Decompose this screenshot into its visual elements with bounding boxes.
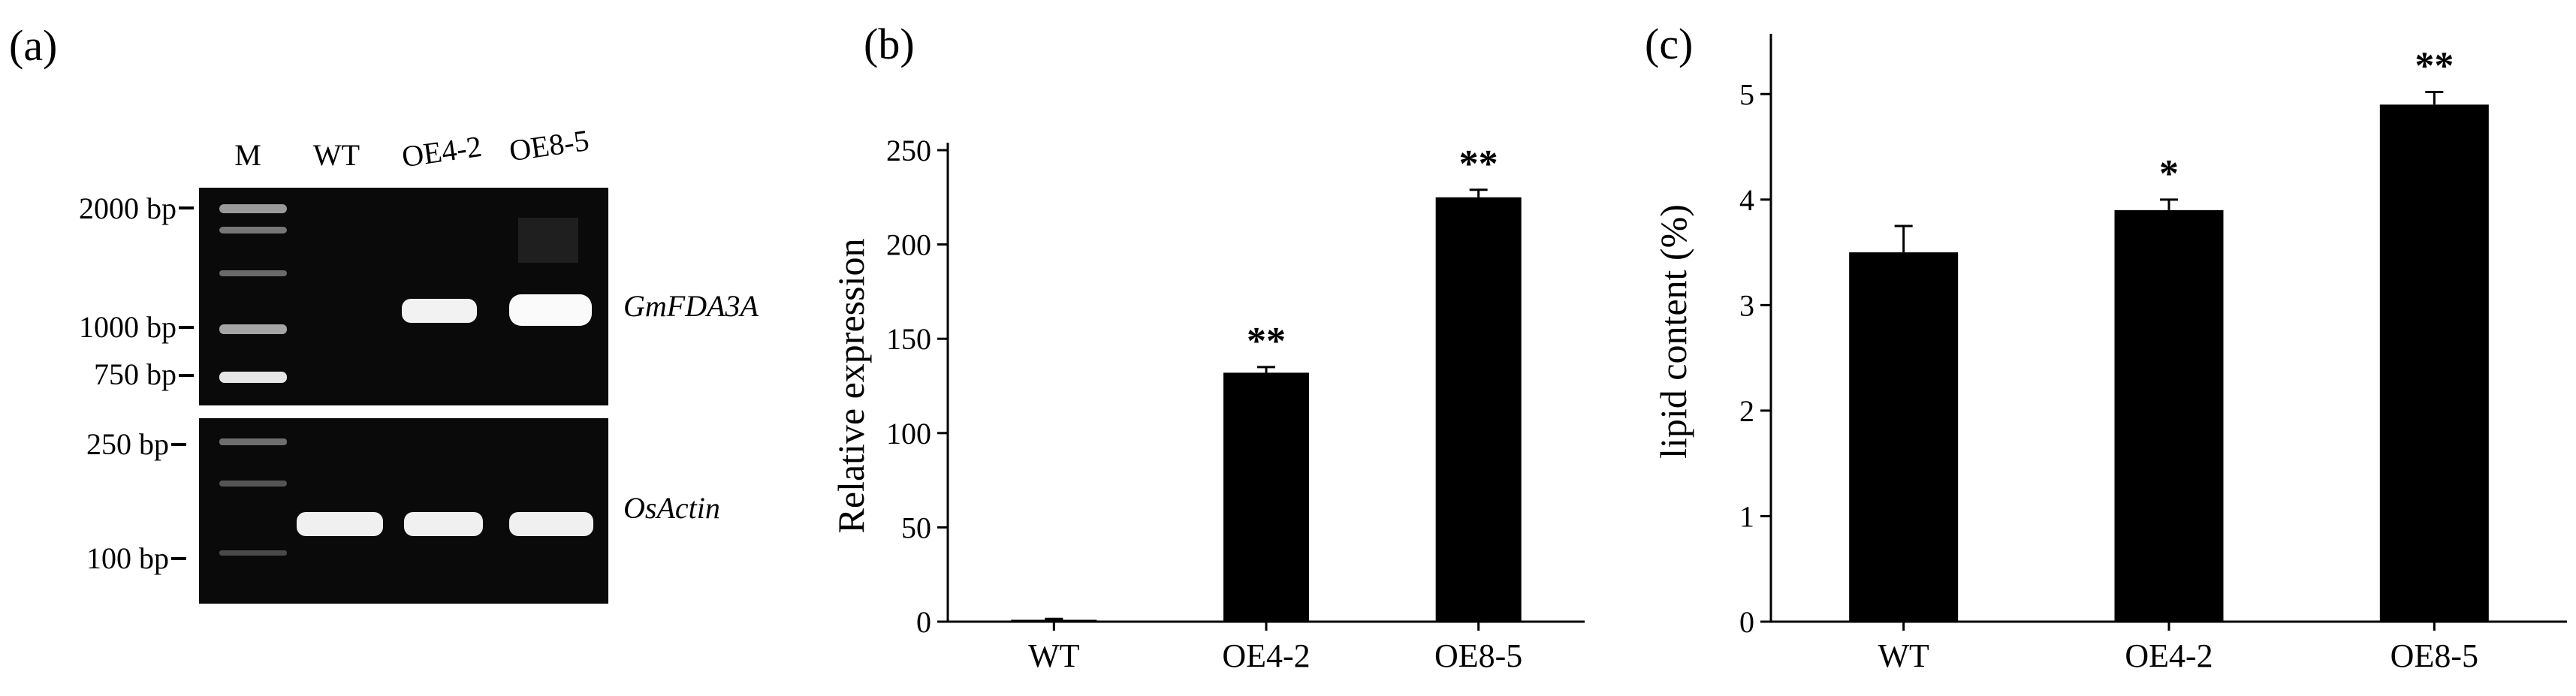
ladder-bottom — [219, 438, 287, 556]
panel-b: (b) 0 50 100 150 200 250 Relative expression WT… — [830, 20, 1585, 674]
x-tick-label: OE4-2 — [1222, 637, 1310, 674]
significance-marker: ** — [2415, 44, 2454, 87]
ladder-top — [219, 204, 287, 383]
y-tick-label: 100 — [886, 417, 931, 450]
y-tick-label: 4 — [1739, 183, 1754, 217]
gene-label-osactin: OsActin — [623, 491, 720, 525]
bar — [1435, 197, 1522, 622]
y-tick-label: 2 — [1739, 394, 1754, 428]
gel-band — [404, 512, 483, 536]
bar — [1223, 372, 1309, 622]
y-tick-label: 50 — [901, 511, 931, 544]
bar — [2114, 209, 2224, 622]
bar — [1849, 252, 1959, 622]
y-tick-label: 5 — [1739, 77, 1754, 111]
lane-label-wt: WT — [313, 138, 360, 172]
x-tick-label: OE8-5 — [1434, 637, 1522, 674]
y-tick-label: 200 — [886, 228, 931, 262]
ladder-label: 2000 bp — [79, 191, 176, 225]
significance-marker: * — [2159, 152, 2179, 195]
gene-label-gmfda3a: GmFDA3A — [623, 289, 759, 323]
ladder-band — [219, 227, 287, 234]
panel-a: (a) M WT OE4-2 OE8-5 2000 bp 10 — [9, 21, 759, 604]
ladder-band — [219, 438, 287, 445]
y-tick-label: 0 — [1739, 605, 1754, 639]
ladder-band — [219, 270, 287, 276]
lane-label-m: M — [234, 138, 261, 172]
gel-band — [509, 512, 593, 536]
y-axis-label: Relative expression — [830, 239, 872, 534]
y-tick-label: 150 — [886, 322, 931, 356]
ladder-label: 250 bp — [86, 427, 169, 461]
bar — [1011, 619, 1097, 622]
smear — [518, 218, 578, 263]
bar — [2379, 104, 2489, 622]
y-tick-label: 0 — [916, 605, 931, 639]
ladder-band — [219, 481, 287, 487]
y-axis-label: lipid content (%) — [1652, 204, 1694, 459]
x-tick-label: WT — [1878, 637, 1929, 674]
ladder-label: 750 bp — [94, 357, 176, 391]
gel-band — [402, 299, 477, 323]
significance-marker: ** — [1459, 143, 1498, 185]
y-tick-label: 250 — [886, 134, 931, 167]
ladder-band — [219, 372, 287, 383]
ladder-band — [219, 324, 287, 334]
ladder-label: 100 bp — [86, 541, 169, 575]
gel-bottom — [199, 418, 608, 604]
x-tick-label: OE8-5 — [2390, 637, 2478, 674]
ladder-band — [219, 550, 287, 556]
gel-band — [509, 294, 592, 326]
x-tick-label: OE4-2 — [2125, 637, 2213, 674]
x-tick-label: WT — [1028, 637, 1080, 674]
y-tick-label: 3 — [1739, 288, 1754, 322]
y-tick-label: 1 — [1739, 499, 1754, 533]
panel-label-c: (c) — [1645, 20, 1693, 68]
lane-label-oe8-5: OE8-5 — [507, 123, 591, 167]
panel-c: (c) 0 1 2 3 4 5 lipid content (%) WT * OE4-2 ** OE8… — [1645, 20, 2567, 674]
lane-label-oe4-2: OE4-2 — [400, 129, 484, 173]
ladder-label: 1000 bp — [79, 310, 176, 344]
panel-label-a: (a) — [9, 21, 57, 70]
gel-band — [297, 512, 383, 536]
ladder-band — [219, 204, 287, 213]
significance-marker: ** — [1247, 320, 1286, 363]
panel-label-b: (b) — [864, 20, 915, 68]
